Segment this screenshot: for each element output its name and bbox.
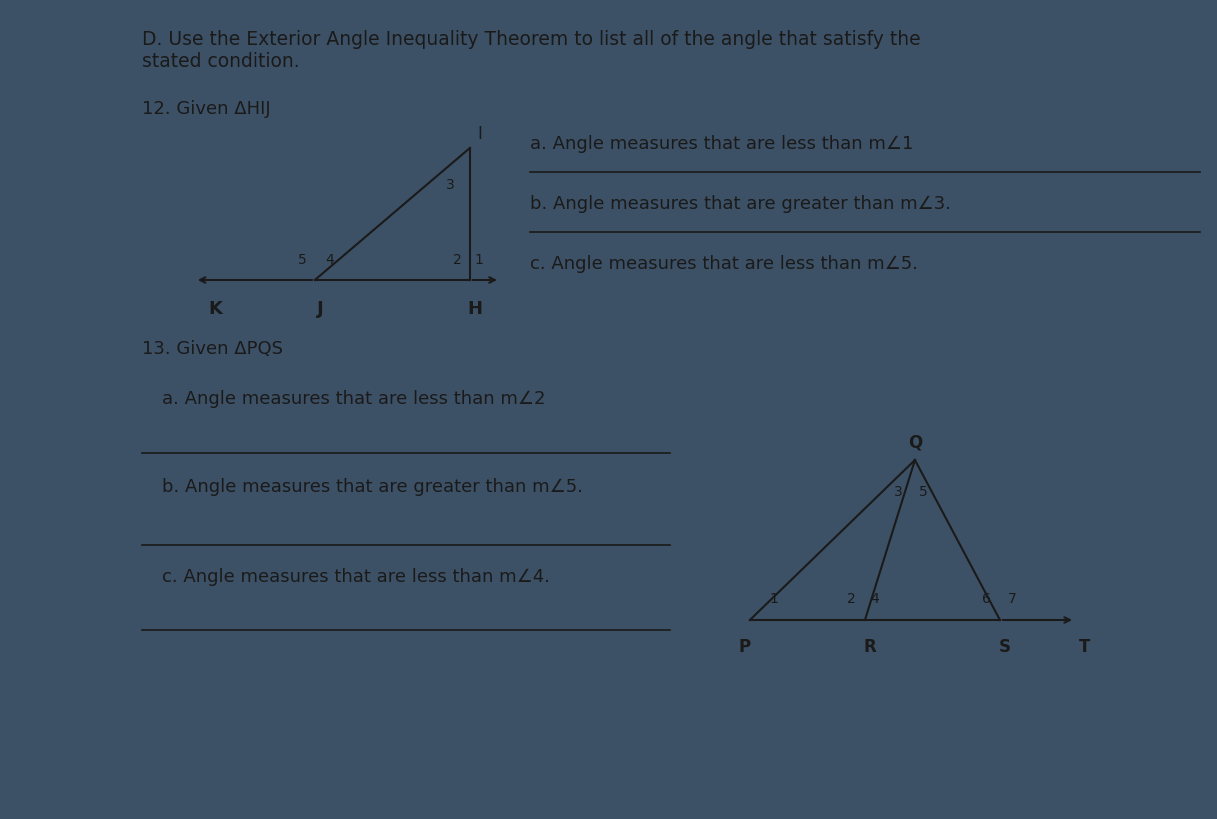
Text: a. Angle measures that are less than m∠2: a. Angle measures that are less than m∠2 [162,390,545,408]
Text: 2: 2 [847,592,856,606]
Text: 12. Given ΔHIJ: 12. Given ΔHIJ [142,100,270,118]
Text: J: J [316,300,324,318]
Text: 6: 6 [982,592,991,606]
Text: 3: 3 [894,485,903,499]
Text: b. Angle measures that are greater than m∠3.: b. Angle measures that are greater than … [529,195,950,213]
Text: 4: 4 [325,253,333,267]
Text: R: R [864,638,876,656]
Text: K: K [208,300,221,318]
Text: 3: 3 [447,178,455,192]
Text: S: S [999,638,1011,656]
Text: c. Angle measures that are less than m∠4.: c. Angle measures that are less than m∠4… [162,568,550,586]
Text: 1: 1 [475,253,483,267]
Text: 13. Given ΔPQS: 13. Given ΔPQS [142,340,282,358]
Text: D. Use the Exterior Angle Inequality Theorem to list all of the angle that satis: D. Use the Exterior Angle Inequality The… [142,30,920,71]
Text: c. Angle measures that are less than m∠5.: c. Angle measures that are less than m∠5… [529,255,918,273]
Text: a. Angle measures that are less than m∠1: a. Angle measures that are less than m∠1 [529,135,913,153]
Text: 5: 5 [298,253,307,267]
Text: 5: 5 [919,485,927,499]
Text: 4: 4 [870,592,879,606]
Text: I: I [478,125,483,143]
Text: 7: 7 [1008,592,1016,606]
Text: b. Angle measures that are greater than m∠5.: b. Angle measures that are greater than … [162,478,583,496]
Text: 2: 2 [453,253,462,267]
Text: P: P [739,638,751,656]
Text: Q: Q [908,434,922,452]
Text: H: H [467,300,482,318]
Text: T: T [1079,638,1090,656]
Text: 1: 1 [770,592,779,606]
